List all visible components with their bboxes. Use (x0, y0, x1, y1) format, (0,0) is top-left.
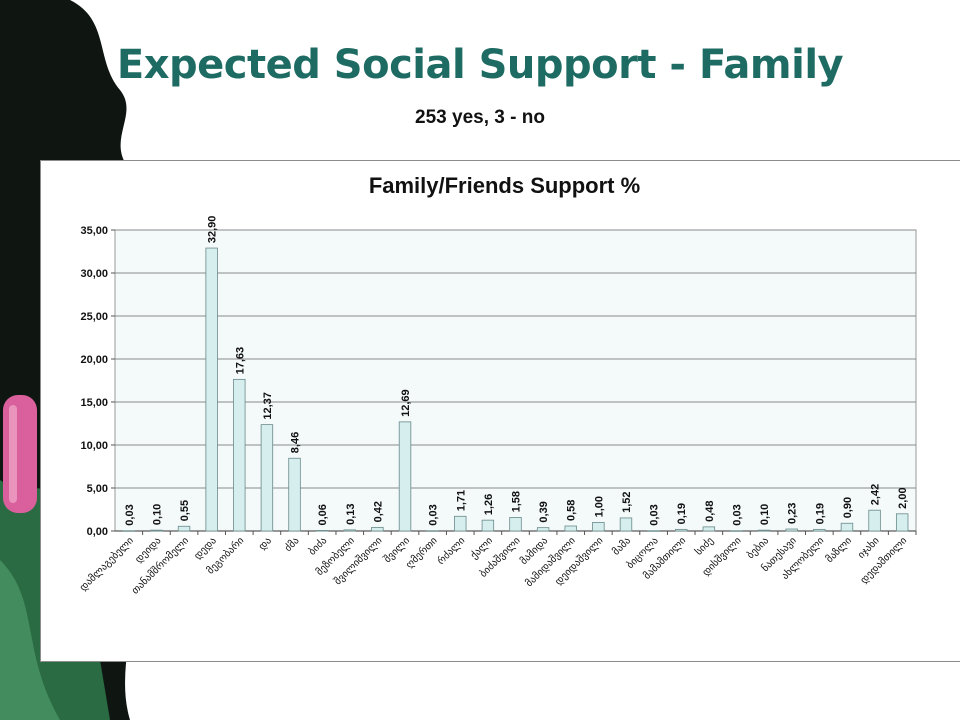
bar (481, 519, 495, 532)
bar (619, 517, 633, 532)
x-tick-label: მამა (610, 535, 633, 558)
x-tick-label: ძმა (282, 535, 301, 554)
bar-chart: 0,00 5,00 10,00 15,00 20,00 25,00 30,00 35,00 0,… (77, 216, 917, 597)
bar (315, 530, 329, 532)
bar (895, 513, 909, 532)
x-tick-label: შვილიშვილი (332, 535, 385, 588)
data-label: 8,46 (290, 432, 302, 453)
bar (840, 522, 854, 532)
bar (177, 525, 191, 532)
data-label: 0,90 (842, 497, 854, 518)
x-tick-label: მაზლი (824, 535, 855, 566)
data-label: 32,90 (207, 216, 219, 244)
bar (868, 509, 881, 532)
bar (509, 517, 522, 532)
bar (426, 530, 439, 532)
data-label: 0,06 (317, 504, 329, 525)
data-label: 1,71 (455, 490, 467, 511)
y-tick-label: 5,00 (87, 483, 108, 495)
bar (260, 424, 274, 532)
bar (371, 526, 384, 532)
data-label: 1,26 (483, 494, 495, 515)
data-label: 0,10 (759, 504, 771, 525)
y-tick-label: 30,00 (80, 268, 108, 280)
data-label: 0,23 (787, 503, 799, 524)
data-label: 0,39 (538, 501, 550, 522)
data-label: 0,19 (676, 503, 688, 524)
data-label: 0,03 (428, 504, 440, 525)
bar (785, 528, 798, 532)
bar (757, 529, 771, 532)
chart-panel: Family/Friends Support % 0,00 5,00 10,00 15… (40, 160, 960, 662)
x-tick-label: იჯახი (855, 535, 881, 561)
bar (813, 528, 826, 532)
bar (233, 378, 246, 532)
bar (205, 247, 218, 532)
x-tick-label: რძალი (435, 535, 468, 568)
data-label: 1,00 (593, 496, 605, 517)
data-label: 12,37 (262, 392, 274, 420)
slide-title: Expected Social Support - Family (116, 42, 844, 88)
bar (150, 529, 163, 532)
data-label: 0,55 (179, 500, 191, 521)
bar (730, 530, 743, 532)
x-tick-label: ბიძა (306, 535, 329, 558)
x-tick-label: ბებია (745, 535, 772, 562)
bar (702, 526, 716, 532)
bar (536, 527, 550, 532)
data-label: 12,69 (400, 389, 412, 417)
bar (454, 515, 467, 532)
data-label: 0,03 (649, 504, 661, 525)
bar (564, 525, 577, 532)
bar (675, 528, 688, 532)
bar (343, 529, 356, 532)
data-label: 1,52 (621, 491, 633, 512)
data-label: 17,63 (234, 347, 246, 375)
data-label: 0,03 (124, 504, 136, 525)
data-label: 0,13 (345, 503, 357, 524)
bar (592, 521, 605, 532)
data-label: 0,58 (566, 500, 578, 521)
bar (398, 421, 412, 532)
chart-title: Family/Friends Support % (368, 173, 641, 198)
y-tick-label: 20,00 (80, 354, 108, 366)
data-label: 2,42 (870, 484, 882, 505)
plot-area (114, 229, 917, 532)
bar (122, 530, 136, 532)
data-label: 0,42 (372, 501, 384, 522)
chalk-icon (3, 395, 37, 513)
data-label: 0,19 (814, 503, 826, 524)
data-label: 0,03 (732, 504, 744, 525)
y-tick-label: 0,00 (87, 526, 108, 538)
x-tick-label: დეიდაშვილი (552, 535, 605, 588)
x-tick-label: სიძე (693, 535, 716, 558)
y-tick-label: 25,00 (80, 311, 108, 323)
green-brush-streak (0, 560, 60, 720)
y-tick-label: 10,00 (80, 440, 108, 452)
data-label: 0,10 (151, 504, 163, 525)
data-label: 2,00 (897, 487, 909, 508)
data-label: 1,58 (511, 491, 523, 512)
y-tick-label: 35,00 (80, 225, 108, 237)
x-tick-label: ქალი (468, 535, 495, 562)
y-tick-label: 15,00 (80, 397, 108, 409)
x-tick-label: და (257, 535, 274, 552)
data-label: 0,48 (704, 500, 716, 521)
bar (288, 457, 301, 532)
x-tick-label: დამლაგებელი (77, 535, 136, 594)
slide-subtitle: 253 yes, 3 - no (415, 107, 545, 128)
bar (647, 530, 660, 532)
